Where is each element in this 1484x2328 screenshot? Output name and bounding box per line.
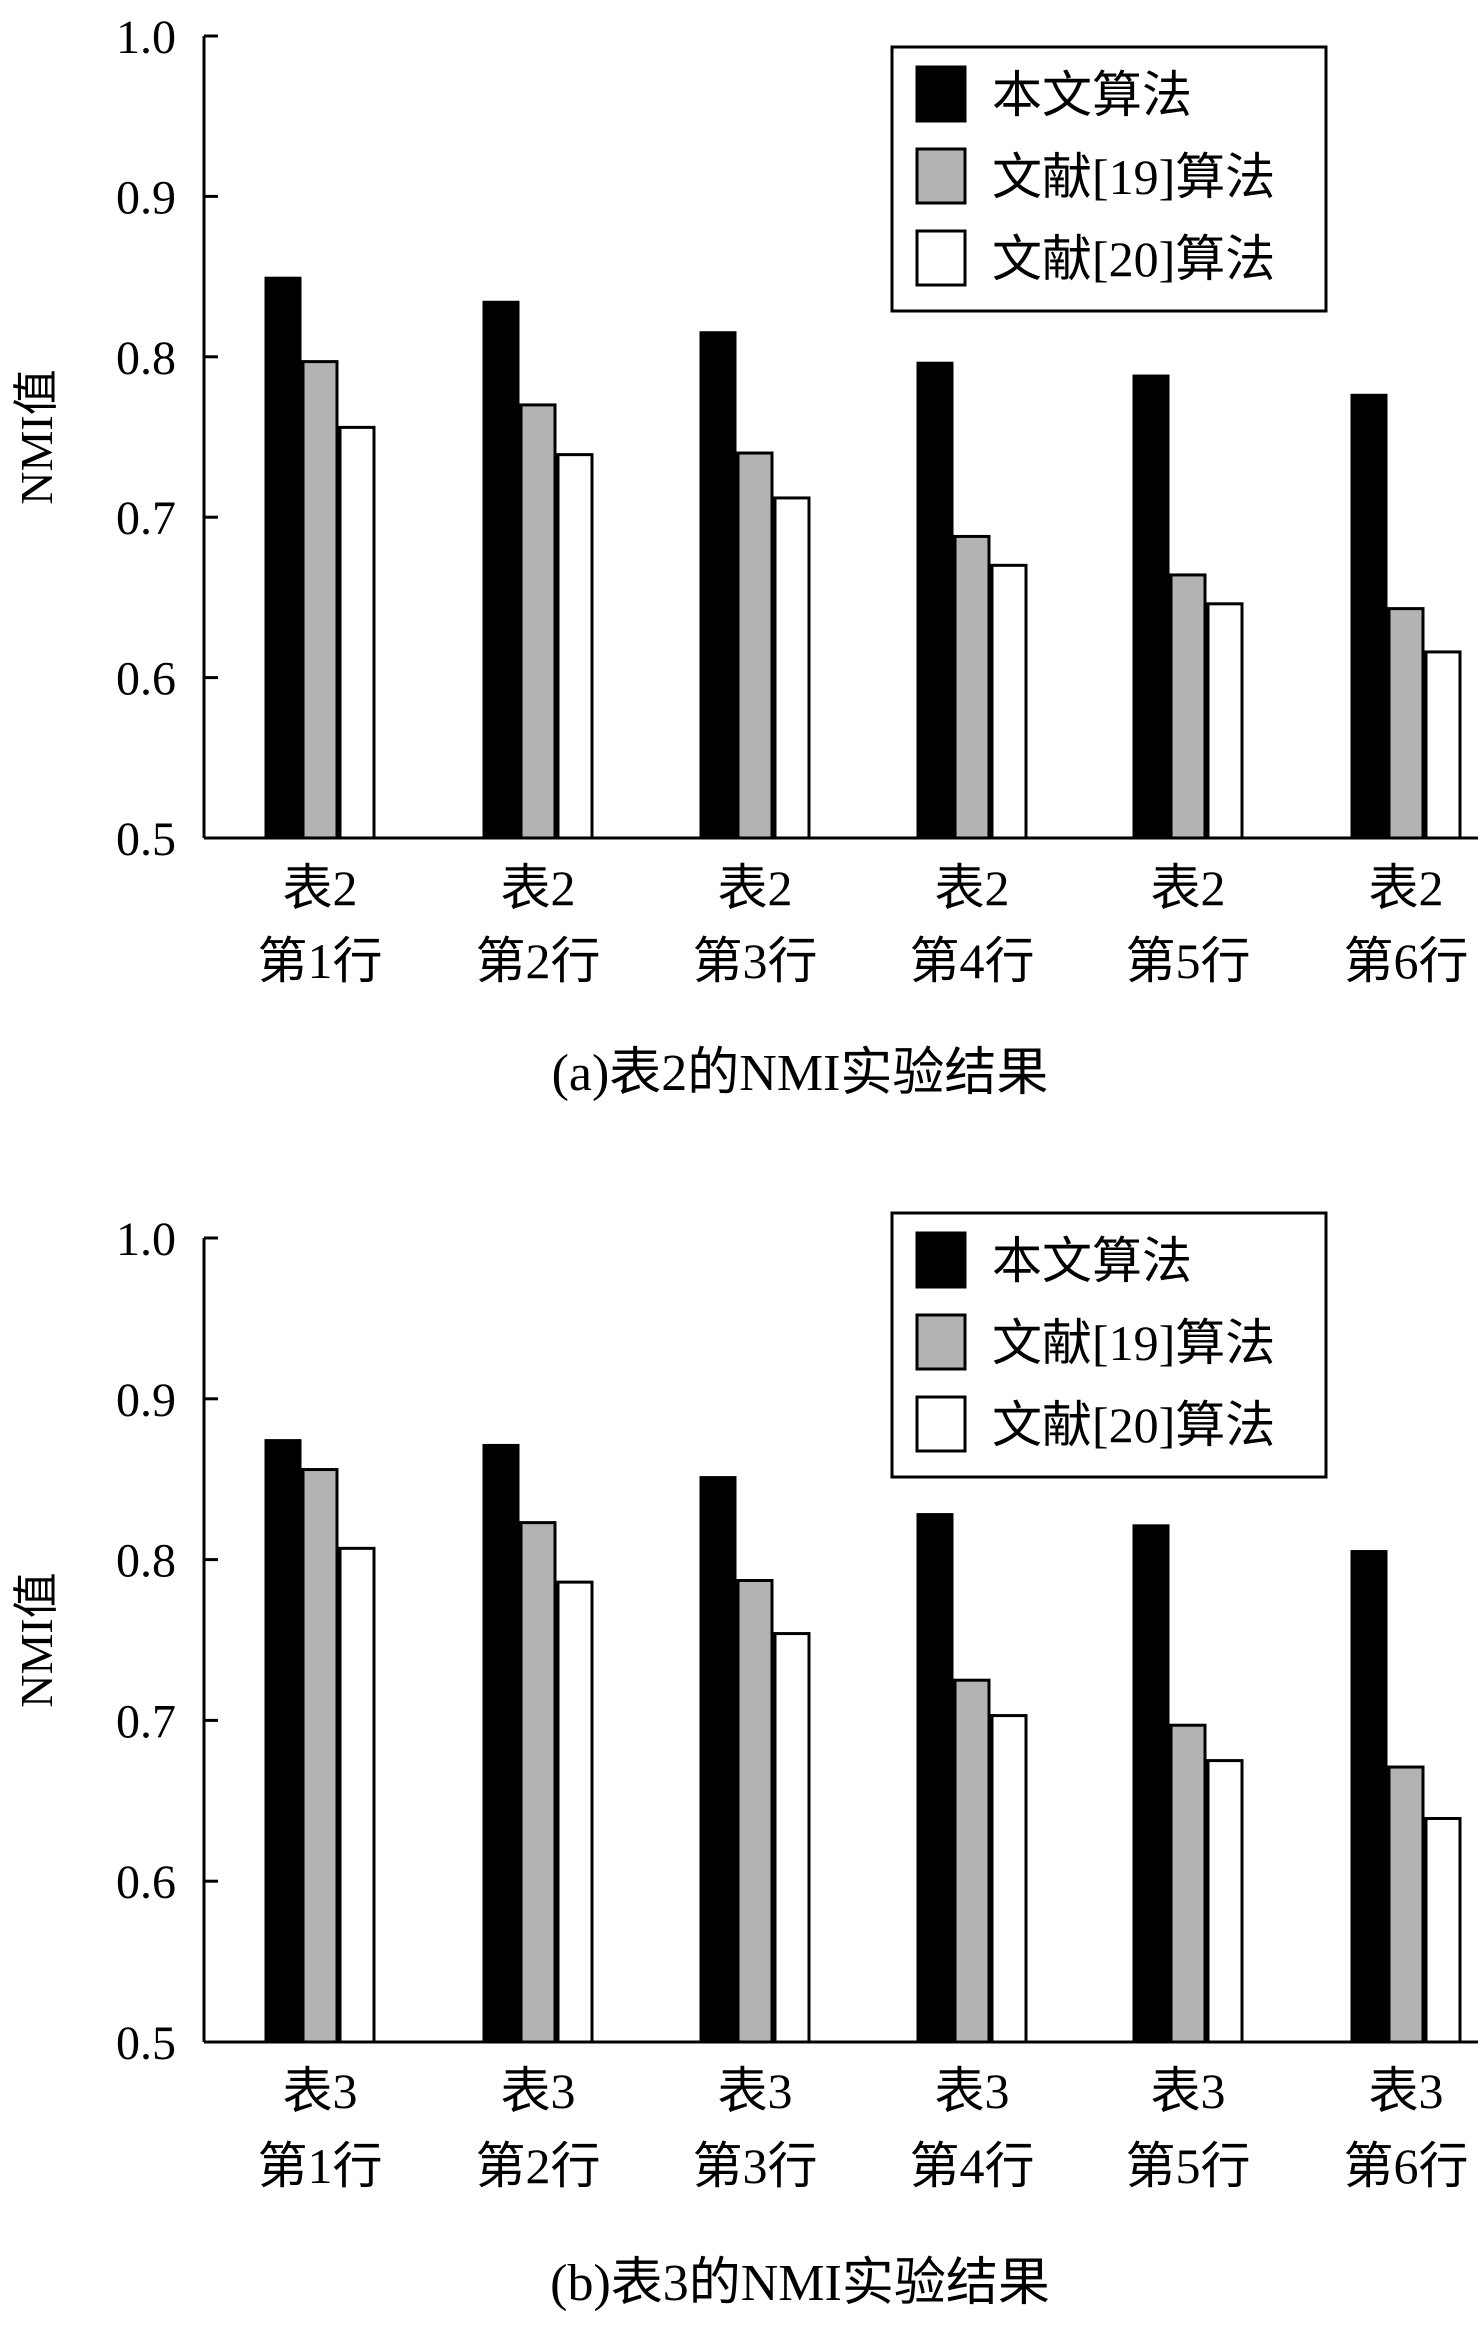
bar [1424,650,1462,840]
bar [264,276,302,840]
bar [1169,1723,1207,2044]
y-tick-label: 0.9 [116,171,176,224]
x-tick-label: 第6行 [1344,2138,1469,2194]
x-tick-label: 第2行 [476,2138,601,2194]
x-tick-label: 第1行 [258,2138,383,2194]
bar [953,1678,991,2044]
panel-caption: (b)表3的NMI实验结果 [550,2255,1050,2312]
x-tick-label: 表3 [935,2063,1010,2119]
bar [482,300,520,840]
legend-label: 本文算法 [992,67,1192,123]
x-tick-label: 表3 [501,2063,576,2119]
bar [916,361,954,840]
legend-label: 本文算法 [992,1233,1192,1289]
x-tick-label: 第2行 [476,933,601,989]
bar [699,1476,737,2044]
y-axis-label: NMI值 [11,369,62,504]
x-tick-label: 表2 [718,860,793,916]
bar [990,563,1028,840]
bar [1132,1524,1170,2044]
x-tick-label: 第1行 [258,933,383,989]
x-tick-label: 第5行 [1126,933,1251,989]
bar [1169,573,1207,840]
legend-swatch [915,65,967,123]
y-tick-label: 1.0 [116,1213,176,1266]
bar [519,1521,557,2044]
y-tick-label: 0.8 [116,1535,176,1588]
legend-swatch [915,1231,967,1289]
x-tick-label: 表3 [718,2063,793,2119]
legend-label: 文献[20]算法 [992,1397,1275,1453]
bar [1424,1816,1462,2044]
y-tick-label: 0.8 [116,332,176,385]
bar [338,1546,376,2044]
x-tick-label: 表2 [1369,860,1444,916]
x-tick-label: 第6行 [1344,933,1469,989]
bar [736,1579,774,2044]
bar [1350,1550,1388,2044]
bar [338,425,376,840]
bar [1206,1759,1244,2044]
bar [1206,602,1244,840]
x-tick-label: 表2 [501,860,576,916]
bar [916,1513,954,2044]
bar [736,451,774,840]
bar [264,1439,302,2044]
legend-swatch [915,229,967,287]
bar [482,1443,520,2044]
y-tick-label: 0.9 [116,1374,176,1427]
bar [773,496,811,840]
legend-label: 文献[19]算法 [992,149,1275,205]
x-tick-label: 第3行 [693,933,818,989]
legend-label: 文献[19]算法 [992,1315,1275,1371]
legend-swatch [915,1313,967,1371]
x-tick-label: 表2 [935,860,1010,916]
x-tick-label: 第4行 [910,2138,1035,2194]
x-tick-label: 第4行 [910,933,1035,989]
legend-swatch [915,147,967,205]
bar [556,453,594,840]
x-tick-label: 表2 [283,860,358,916]
bar [301,360,339,840]
bar [953,534,991,840]
bar [1132,374,1170,840]
bar [699,331,737,840]
y-tick-label: 0.7 [116,1695,176,1748]
panel-caption: (a)表2的NMI实验结果 [552,1045,1049,1102]
y-tick-label: 0.6 [116,653,176,706]
y-tick-label: 0.7 [116,492,176,545]
x-tick-label: 表2 [1151,860,1226,916]
bar [990,1714,1028,2044]
y-tick-label: 1.0 [116,11,176,64]
x-tick-label: 表3 [283,2063,358,2119]
y-tick-label: 0.5 [116,813,176,866]
y-tick-label: 0.6 [116,1856,176,1909]
y-tick-label: 0.5 [116,2017,176,2070]
bar [1350,393,1388,840]
bar [1387,1765,1425,2044]
bar [301,1468,339,2044]
x-tick-label: 表3 [1151,2063,1226,2119]
bar [519,403,557,840]
x-tick-label: 第3行 [693,2138,818,2194]
legend-label: 文献[20]算法 [992,231,1275,287]
bar [773,1632,811,2044]
x-tick-label: 第5行 [1126,2138,1251,2194]
x-tick-label: 表3 [1369,2063,1444,2119]
y-axis-label: NMI值 [11,1572,62,1707]
bar [1387,607,1425,840]
bar [556,1580,594,2044]
legend-swatch [915,1395,967,1453]
